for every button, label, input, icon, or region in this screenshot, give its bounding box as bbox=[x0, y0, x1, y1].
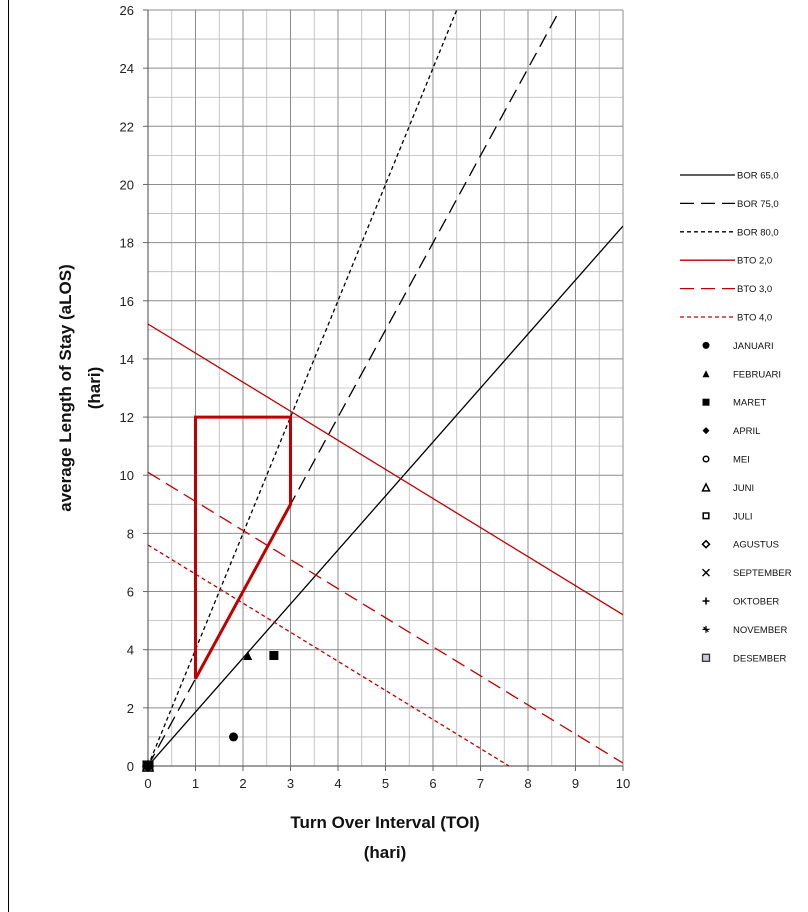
legend-label: BOR 75,0 bbox=[737, 199, 779, 210]
series-line-2 bbox=[148, 10, 561, 766]
series-line-6 bbox=[148, 544, 510, 766]
legend-label: MEI bbox=[733, 455, 750, 466]
y-tick-label: 14 bbox=[120, 352, 134, 367]
data-point-februari bbox=[243, 651, 253, 661]
legend-marker bbox=[701, 539, 711, 549]
x-tick-label: 2 bbox=[239, 776, 246, 791]
legend-marker bbox=[702, 568, 710, 577]
legend-label: JANUARI bbox=[733, 341, 774, 352]
y-tick-label: 26 bbox=[120, 3, 134, 18]
legend-label: APRIL bbox=[733, 426, 760, 437]
legend-marker bbox=[701, 482, 711, 492]
legend-label: JUNI bbox=[733, 483, 754, 494]
axes bbox=[143, 9, 624, 771]
y-tick-label: 2 bbox=[127, 701, 134, 716]
major-grid bbox=[148, 9, 624, 766]
legend-label: SEPTEMBER bbox=[733, 568, 792, 579]
x-tick-label: 5 bbox=[382, 776, 389, 791]
series-lines bbox=[148, 10, 623, 766]
x-tick-label: 10 bbox=[616, 776, 630, 791]
y-tick-label: 24 bbox=[120, 61, 134, 76]
x-tick-label: 7 bbox=[477, 776, 484, 791]
series-line-4 bbox=[148, 323, 623, 616]
x-tick-label: 0 bbox=[144, 776, 151, 791]
x-tick-label: 8 bbox=[524, 776, 531, 791]
legend-marker bbox=[702, 455, 710, 463]
y-tick-label: 6 bbox=[127, 585, 134, 600]
y-tick-label: 18 bbox=[120, 236, 134, 251]
legend-label: NOVEMBER bbox=[733, 625, 788, 636]
efficiency-area-outline bbox=[194, 415, 292, 680]
data-points bbox=[141, 651, 279, 773]
y-tick-label: 20 bbox=[120, 177, 134, 192]
legend-label: BTO 3,0 bbox=[737, 284, 772, 295]
x-tick-label: 9 bbox=[572, 776, 579, 791]
legend-marker bbox=[701, 653, 711, 662]
series-line-5 bbox=[148, 471, 623, 764]
legend-marker bbox=[702, 398, 710, 406]
legend-marker bbox=[702, 427, 710, 435]
page-frame-line bbox=[8, 0, 9, 912]
x-tick-label: 6 bbox=[429, 776, 436, 791]
data-point-maret bbox=[269, 651, 279, 661]
x-axis-title: Turn Over Interval (TOI) bbox=[290, 813, 479, 832]
legend-label: BOR 65,0 bbox=[737, 171, 779, 182]
y-tick-label: 12 bbox=[120, 410, 134, 425]
legend-marker bbox=[702, 597, 710, 605]
series-line-1 bbox=[148, 225, 623, 766]
x-tick-label: 4 bbox=[334, 776, 341, 791]
legend-marker bbox=[702, 370, 710, 378]
legend-label: JULI bbox=[733, 511, 753, 522]
legend-label: BOR 80,0 bbox=[737, 227, 779, 238]
legend-label: FEBRUARI bbox=[733, 369, 781, 380]
legend-label: OKTOBER bbox=[733, 597, 779, 608]
legend-marker bbox=[702, 341, 710, 349]
x-tick-labels: 0 1 2 3 4 5 6 7 8 9 10 bbox=[144, 776, 630, 791]
legend-marker bbox=[702, 625, 710, 633]
data-point-januari bbox=[229, 732, 238, 742]
y-axis-title-unit: (hari) bbox=[85, 367, 104, 410]
data-point-april bbox=[143, 761, 153, 771]
legend-label: AGUSTUS bbox=[733, 540, 779, 551]
legend-label: MARET bbox=[733, 398, 766, 409]
x-axis-title-unit: (hari) bbox=[364, 843, 407, 862]
y-tick-label: 22 bbox=[120, 119, 134, 134]
series-line-3 bbox=[148, 10, 458, 766]
x-tick-label: 1 bbox=[192, 776, 199, 791]
legend-marker bbox=[702, 512, 710, 520]
legend-label: DESEMBER bbox=[733, 653, 786, 664]
y-tick-label: 8 bbox=[127, 526, 134, 541]
x-tick-label: 3 bbox=[287, 776, 294, 791]
y-tick-label: 0 bbox=[127, 759, 134, 774]
y-axis-title: average Length of Stay (aLOS) bbox=[56, 264, 75, 512]
y-tick-label: 16 bbox=[120, 294, 134, 309]
legend-label: BTO 2,0 bbox=[737, 256, 772, 267]
legend: BOR 65,0 BOR 75,0 BOR 80,0 BTO 2,0 BTO 3,0 BT… bbox=[680, 171, 792, 664]
efficiency-area bbox=[194, 415, 292, 680]
legend-label: BTO 4,0 bbox=[737, 313, 772, 324]
y-tick-label: 4 bbox=[127, 643, 134, 658]
y-tick-label: 10 bbox=[120, 468, 134, 483]
